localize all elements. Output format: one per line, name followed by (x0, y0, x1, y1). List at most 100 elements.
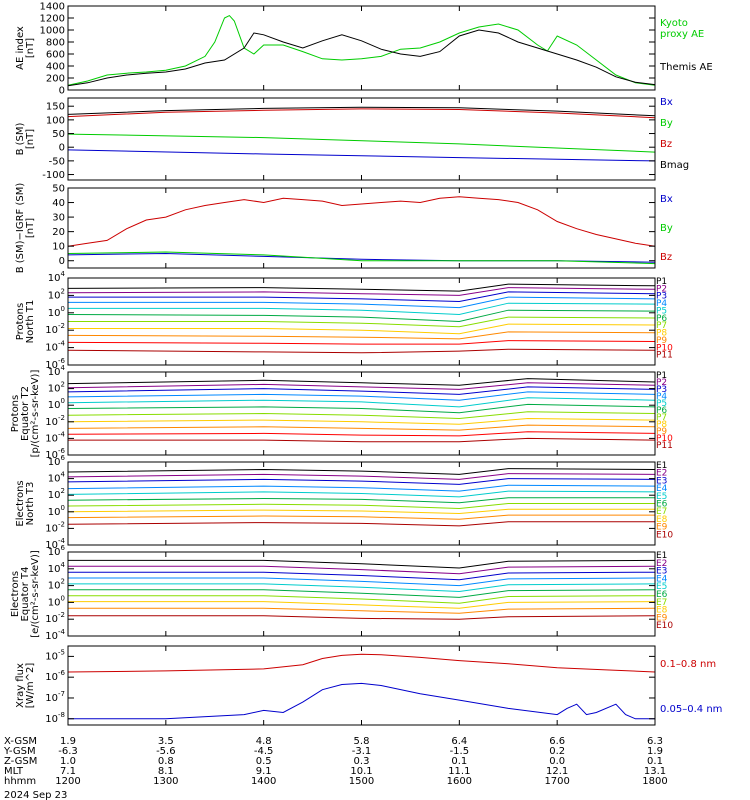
y-tick-base: 10 (48, 597, 61, 608)
legend-entry: P9 (656, 427, 667, 437)
y-axis-label: B (SM) (15, 122, 26, 155)
series-line (68, 682, 655, 720)
y-axis-label: B (SM)−IGRF (SM) (15, 183, 26, 274)
y-tick-label: 10-4 (45, 537, 65, 551)
y-tick-exponent: -8 (58, 711, 65, 719)
y-axis-label: Electrons (10, 571, 21, 617)
series-line (68, 565, 655, 575)
legend-entry: P2 (656, 378, 667, 388)
y-tick-exponent: -4 (58, 537, 66, 545)
legend-entry: Bz (660, 252, 672, 263)
legend-entry: P5 (656, 399, 667, 409)
y-tick-base: 10 (45, 693, 58, 704)
legend-entry: P9 (656, 336, 667, 346)
y-tick-exponent: -2 (58, 414, 65, 422)
y-tick-exponent: -2 (58, 322, 65, 330)
panel-frame (67, 187, 656, 269)
series-line (68, 514, 655, 520)
y-tick-exponent: -5 (58, 648, 65, 656)
y-tick-base: 10 (48, 490, 61, 501)
y-tick-exponent: -7 (58, 690, 65, 698)
legend-entry: E7 (656, 507, 667, 517)
legend-entry: P6 (656, 314, 667, 324)
y-tick-base: 10 (45, 417, 58, 428)
x-axis-row-value: 11.1 (448, 766, 470, 777)
legend-entry: P2 (656, 284, 667, 294)
y-tick-base: 10 (45, 360, 58, 371)
y-tick-label: 10-4 (45, 628, 65, 642)
y-tick-base: 10 (48, 384, 61, 395)
series-line (68, 503, 655, 510)
y-tick-label: -50 (49, 156, 65, 167)
y-axis-label: [W/m^2] (25, 663, 36, 709)
series-line (68, 411, 655, 420)
series-line (68, 607, 655, 614)
y-tick-label: 10-4 (45, 430, 65, 444)
y-tick-base: 10 (48, 290, 61, 301)
y-tick-label: 20 (52, 227, 65, 238)
y-axis-label: Protons (15, 303, 26, 340)
y-tick-label: 10 (52, 242, 65, 253)
legend-entry: E7 (656, 598, 667, 608)
legend-entry: P10 (656, 434, 673, 444)
y-tick-label: 150 (46, 102, 65, 113)
legend-entry: Themis AE (659, 62, 713, 73)
series-line (68, 583, 655, 593)
series-line (68, 302, 655, 316)
legend-entry: proxy AE (660, 29, 704, 40)
legend-entry: E5 (656, 492, 667, 502)
y-tick-base: 10 (48, 400, 61, 411)
y-axis-label: AE index (15, 26, 26, 70)
y-tick-label: 0 (59, 86, 65, 97)
legend-entry: P10 (656, 343, 673, 353)
y-tick-label: 10-2 (45, 322, 65, 336)
y-tick-base: 10 (48, 273, 61, 284)
legend-entry: P8 (656, 329, 667, 339)
y-tick-label: -100 (42, 170, 65, 181)
y-tick-label: 104 (48, 471, 66, 485)
legend-entry: By (660, 118, 673, 129)
legend-entry: E9 (656, 523, 668, 533)
y-tick-label: 104 (48, 270, 66, 284)
legend-entry: E5 (656, 582, 667, 592)
y-tick-exponent: 4 (61, 561, 66, 569)
legend-entry: E1 (656, 461, 667, 471)
legend-entry: P1 (656, 371, 667, 381)
y-tick-base: 10 (48, 507, 61, 518)
y-tick-base: 10 (48, 581, 61, 592)
legend-entry: E10 (656, 530, 673, 540)
y-tick-label: 100 (48, 397, 65, 411)
y-tick-label: 102 (48, 487, 65, 501)
y-tick-label: 102 (48, 287, 65, 301)
x-axis-row-value: 6.3 (647, 736, 663, 747)
series-line (68, 133, 655, 153)
x-axis-row-value: 7.1 (60, 766, 76, 777)
panel-frame (67, 97, 656, 181)
legend-entry: 0.05–0.4 nm (660, 704, 722, 715)
y-tick-label: 10-6 (45, 669, 65, 683)
y-tick-base: 10 (48, 564, 61, 575)
legend-entry: P8 (656, 420, 667, 430)
y-tick-exponent: 4 (61, 364, 66, 372)
y-tick-base: 10 (45, 631, 58, 642)
y-tick-label: 50 (52, 129, 65, 140)
y-tick-base: 10 (48, 308, 61, 319)
y-axis-label: [e/(cm²-s-sr-keV)] (30, 550, 41, 638)
series-line (68, 490, 655, 498)
y-tick-label: 1200 (40, 14, 65, 25)
series-line (68, 196, 655, 247)
y-tick-label: 106 (48, 544, 66, 558)
x-axis-row-value: 0.0 (549, 756, 565, 767)
y-tick-label: 30 (52, 213, 65, 224)
y-tick-label: 100 (48, 504, 65, 518)
y-tick-exponent: 0 (61, 594, 65, 602)
series-line (68, 14, 655, 86)
series-line (68, 484, 655, 492)
panel-frame (67, 645, 656, 726)
legend-entry: E1 (656, 551, 667, 561)
y-tick-label: 104 (48, 364, 66, 378)
y-tick-exponent: -2 (58, 520, 65, 528)
series-line (68, 497, 655, 504)
series-line (68, 589, 655, 598)
legend-entry: E9 (656, 613, 668, 623)
